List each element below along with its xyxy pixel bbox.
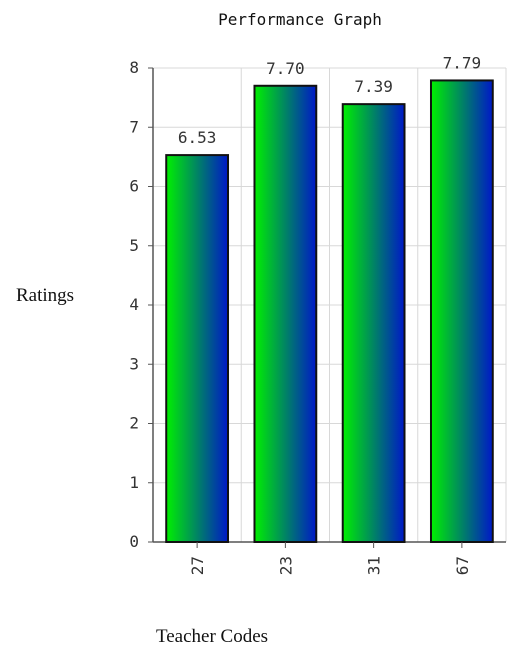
y-tick-label: 2 — [129, 414, 139, 433]
bar-value-label: 6.53 — [178, 128, 217, 147]
y-tick-label: 7 — [129, 117, 139, 136]
y-tick-label: 4 — [129, 295, 139, 314]
x-tick-label: 23 — [276, 556, 295, 575]
y-tick-label: 0 — [129, 532, 139, 551]
y-axis-title: Ratings — [16, 285, 75, 306]
y-tick-label: 1 — [129, 473, 139, 492]
chart-title: Performance Graph — [218, 10, 382, 29]
bar — [341, 103, 406, 544]
bar-value-label: 7.70 — [266, 59, 305, 78]
bar-value-label: 7.39 — [354, 77, 393, 96]
y-tick-label: 5 — [129, 236, 139, 255]
y-tick-label: 3 — [129, 354, 139, 373]
x-tick-label: 31 — [365, 556, 384, 575]
bar — [165, 154, 230, 543]
x-axis-title: Teacher Codes — [155, 626, 269, 647]
x-tick-label: 27 — [188, 556, 207, 575]
bar-value-label: 7.79 — [443, 53, 482, 72]
y-tick-label: 6 — [129, 177, 139, 196]
bar — [429, 79, 494, 543]
bar — [253, 84, 318, 544]
y-tick-label: 8 — [129, 58, 139, 77]
x-tick-label: 67 — [453, 556, 472, 575]
